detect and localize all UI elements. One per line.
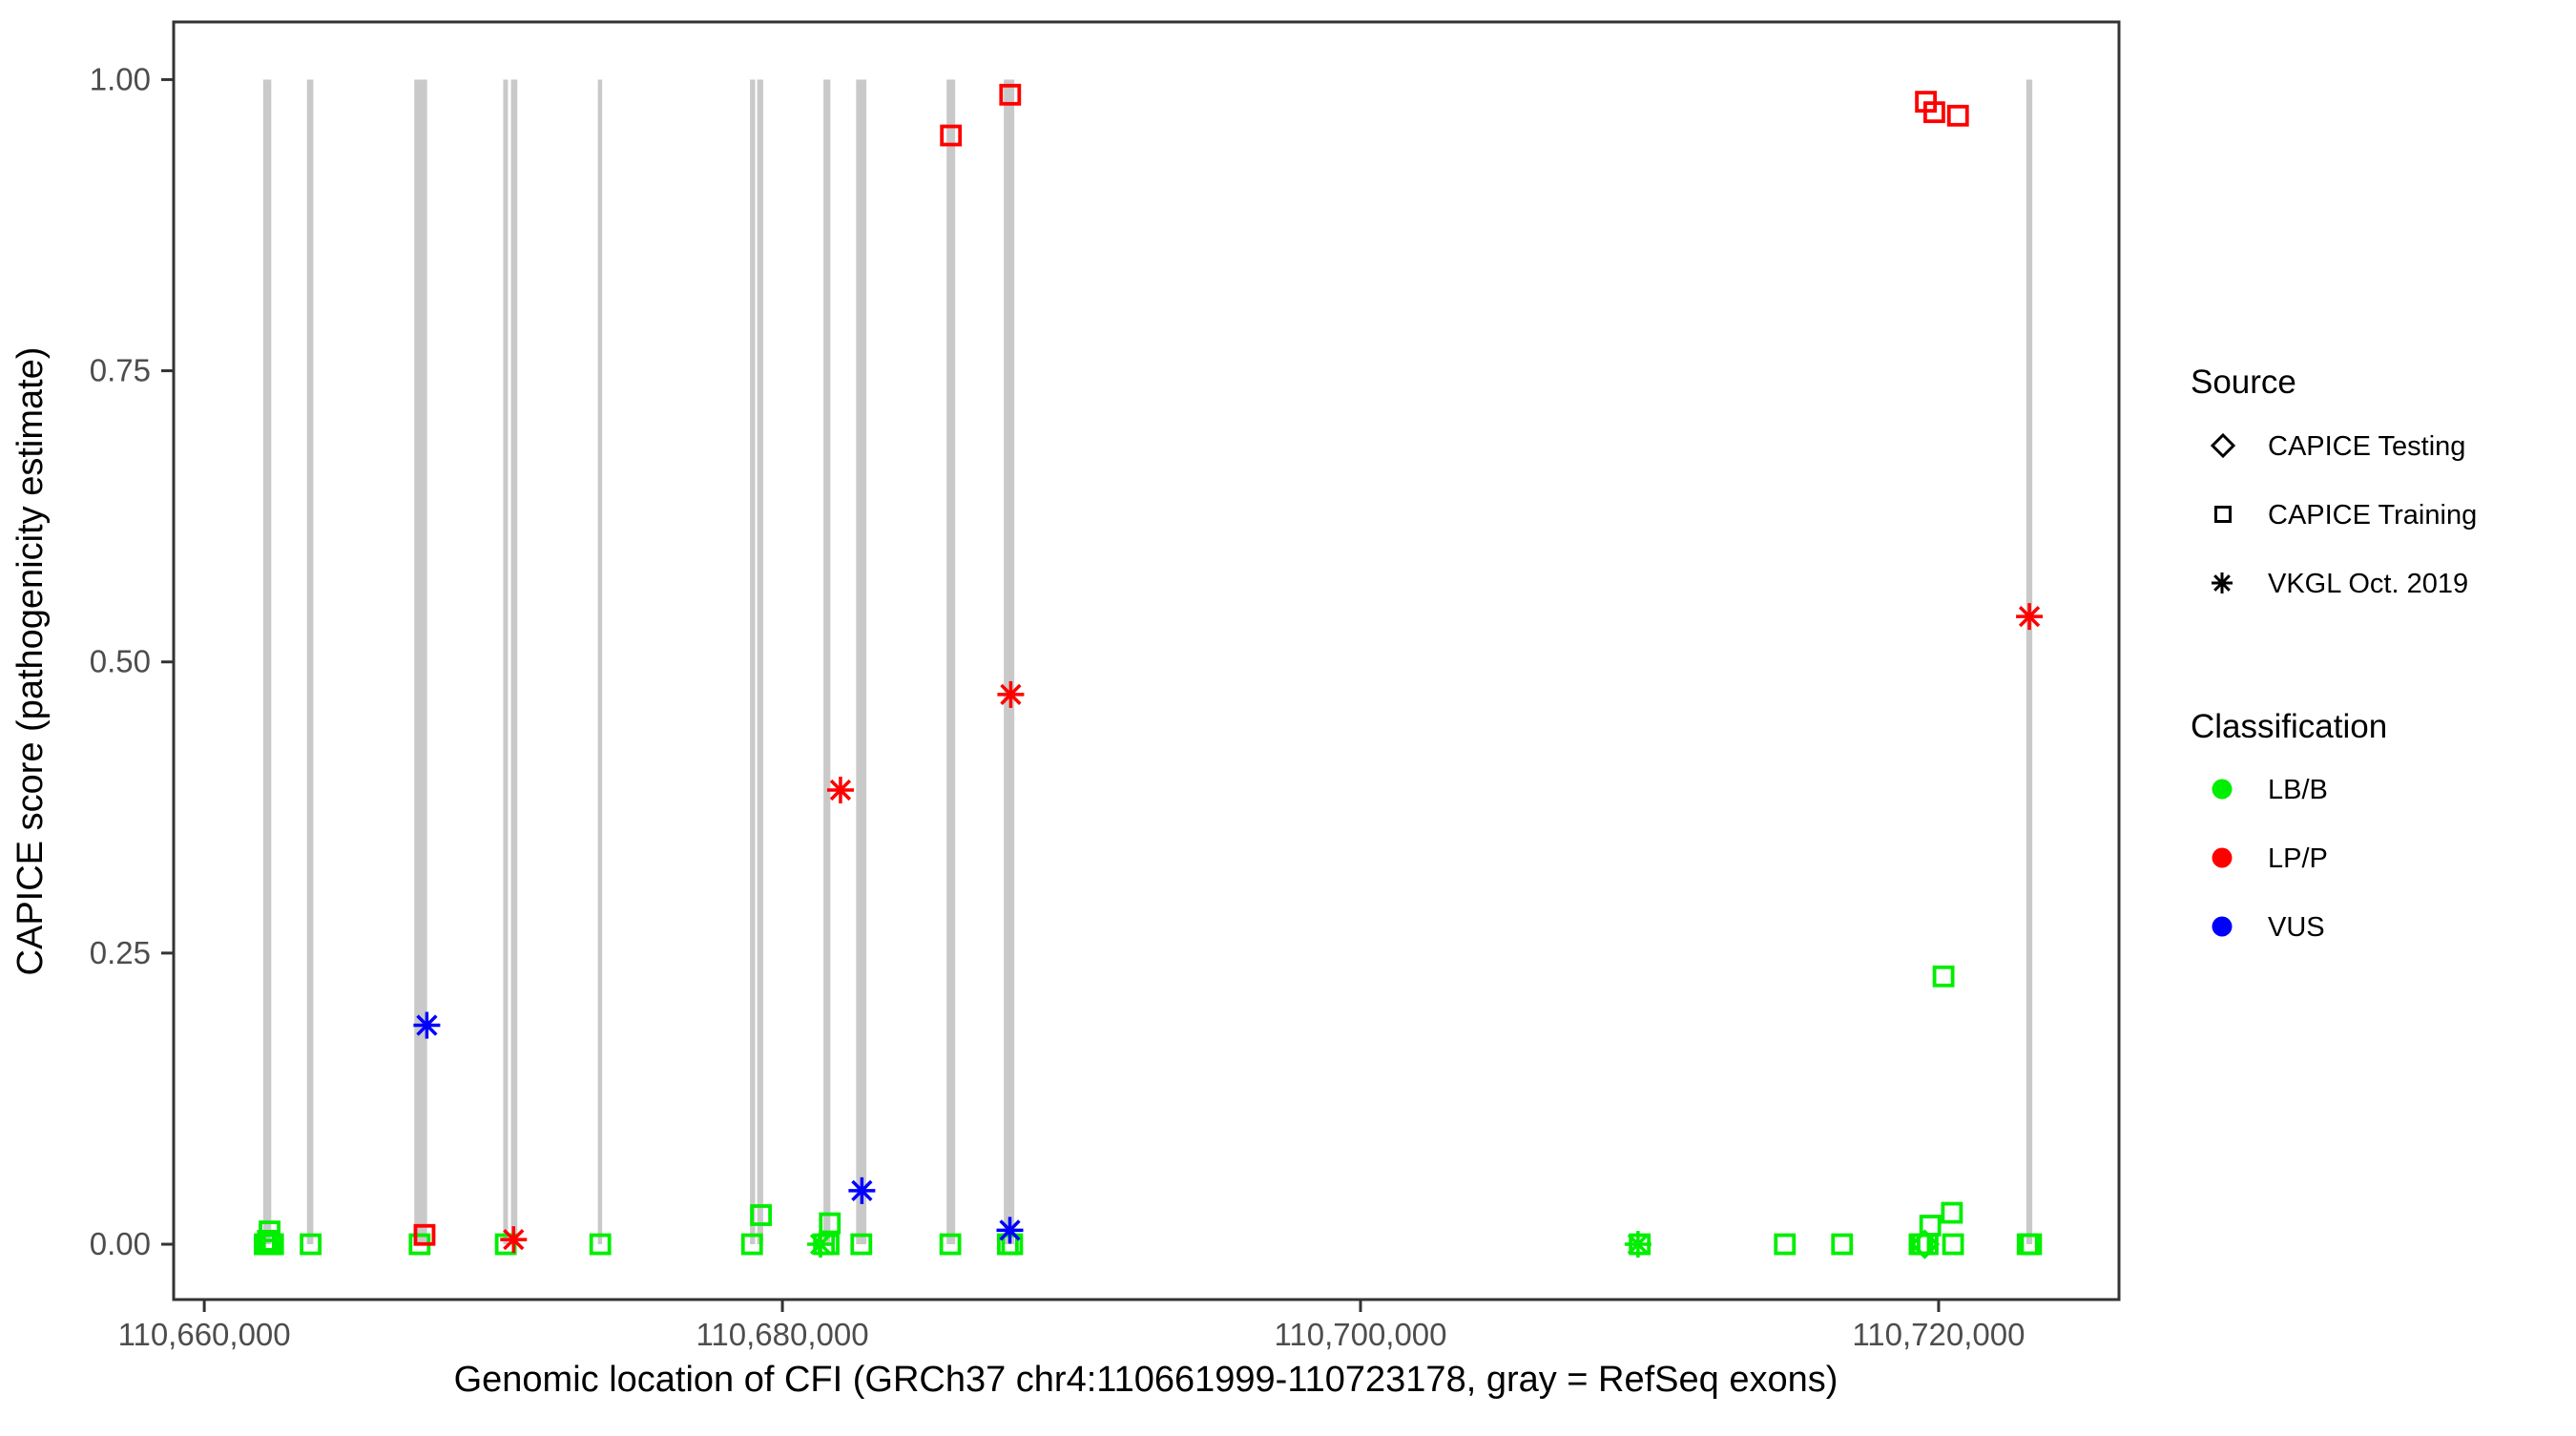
exon-bar (262, 79, 272, 1245)
tick-layer: 110,660,000 110,680,000 110,700,000 110,720… (90, 61, 2025, 1352)
y-tick-label: 0.00 (90, 1226, 151, 1261)
data-point-square (1001, 1233, 1024, 1256)
legend-item-label: VUS (2268, 912, 2325, 943)
diamond-icon (2210, 432, 2236, 459)
vus-dot-icon (2212, 916, 2233, 937)
data-point-square (1932, 965, 1955, 988)
y-tick-label: 0.50 (90, 644, 151, 679)
y-tick-label: 0.75 (90, 353, 151, 388)
data-point-square (300, 1233, 322, 1256)
data-point-square (259, 1220, 280, 1242)
exon-bar (946, 79, 956, 1245)
exon-bar (2025, 79, 2033, 1245)
panel-border (172, 20, 2121, 1301)
exon-bar (757, 79, 763, 1245)
y-tick-label: 1.00 (90, 61, 151, 96)
data-point-square (1923, 101, 1945, 123)
asterisk-icon (2212, 572, 2233, 593)
data-point-square (1946, 104, 1969, 127)
data-point-square (939, 1233, 962, 1256)
square-icon (2214, 506, 2232, 523)
legend-item-label: CAPICE Testing (2268, 431, 2465, 462)
data-point-asterisk (2016, 603, 2044, 631)
x-axis-title: Genomic location of CFI (GRCh37 chr4:110… (454, 1360, 1839, 1400)
exon-bar (306, 79, 314, 1245)
data-point-square (1942, 1233, 1964, 1256)
point-layer (254, 83, 2044, 1259)
data-point-asterisk (826, 776, 854, 803)
data-point-square (1919, 1215, 1942, 1237)
data-point-diamond (1909, 1229, 1941, 1259)
data-point-square (999, 83, 1022, 106)
data-point-square (261, 1233, 284, 1256)
x-tick-label: 110,660,000 (118, 1317, 291, 1352)
data-point-square (740, 1233, 763, 1256)
legend-source: Source CAPICE Testing CAPICE Training VK… (2191, 364, 2477, 599)
data-point-square (2020, 1233, 2043, 1256)
legend-classification: Classification LB/B LP/P VUS (2191, 708, 2387, 943)
data-point-square (818, 1233, 840, 1256)
exon-bar (597, 79, 603, 1245)
legend-item-capice-training: CAPICE Training (2214, 500, 2477, 531)
legend-item-label: LP/P (2268, 843, 2328, 874)
y-axis-title: CAPICE score (pathogenicity estimate) (10, 347, 51, 976)
data-point-square (1629, 1233, 1652, 1256)
data-point-square (850, 1233, 873, 1256)
exon-bar (510, 79, 518, 1245)
data-point-square (1831, 1233, 1854, 1256)
exon-bar (503, 79, 509, 1245)
legend-classification-title: Classification (2191, 708, 2387, 745)
x-tick-label: 110,720,000 (1852, 1317, 2025, 1352)
legend-item-label: VKGL Oct. 2019 (2268, 569, 2468, 599)
legend-item-capice-testing: CAPICE Testing (2210, 431, 2465, 462)
x-tick-label: 110,700,000 (1274, 1317, 1446, 1352)
data-point-asterisk (848, 1176, 876, 1204)
data-point-asterisk (997, 680, 1025, 708)
legend-item-lpp: LP/P (2212, 843, 2328, 874)
exon-bar (856, 79, 867, 1245)
data-point-asterisk (996, 1217, 1024, 1244)
data-point-square (819, 1212, 841, 1235)
data-point-square (940, 124, 963, 147)
legend-item-lbb: LB/B (2212, 775, 2328, 805)
x-tick-label: 110,680,000 (696, 1317, 869, 1352)
data-point-square (413, 1223, 436, 1246)
exon-bar (823, 79, 831, 1245)
exon-layer (262, 79, 2033, 1245)
exon-bar (1004, 79, 1015, 1245)
data-point-square (750, 1204, 773, 1226)
legend-item-label: CAPICE Training (2268, 500, 2477, 531)
lpp-dot-icon (2212, 847, 2233, 868)
data-point-asterisk (500, 1226, 528, 1254)
legend-item-label: LB/B (2268, 775, 2328, 805)
y-tick-label: 0.25 (90, 935, 151, 970)
legend-source-title: Source (2191, 364, 2296, 401)
data-point-asterisk (413, 1011, 441, 1039)
legend-item-vkgl: VKGL Oct. 2019 (2212, 569, 2468, 599)
lbb-dot-icon (2212, 779, 2233, 800)
data-point-square (1774, 1233, 1797, 1256)
data-point-square (589, 1233, 612, 1256)
legend-item-vus: VUS (2212, 912, 2325, 943)
exon-bar (750, 79, 756, 1245)
data-point-square (1941, 1201, 1963, 1224)
exon-bar (414, 79, 427, 1245)
